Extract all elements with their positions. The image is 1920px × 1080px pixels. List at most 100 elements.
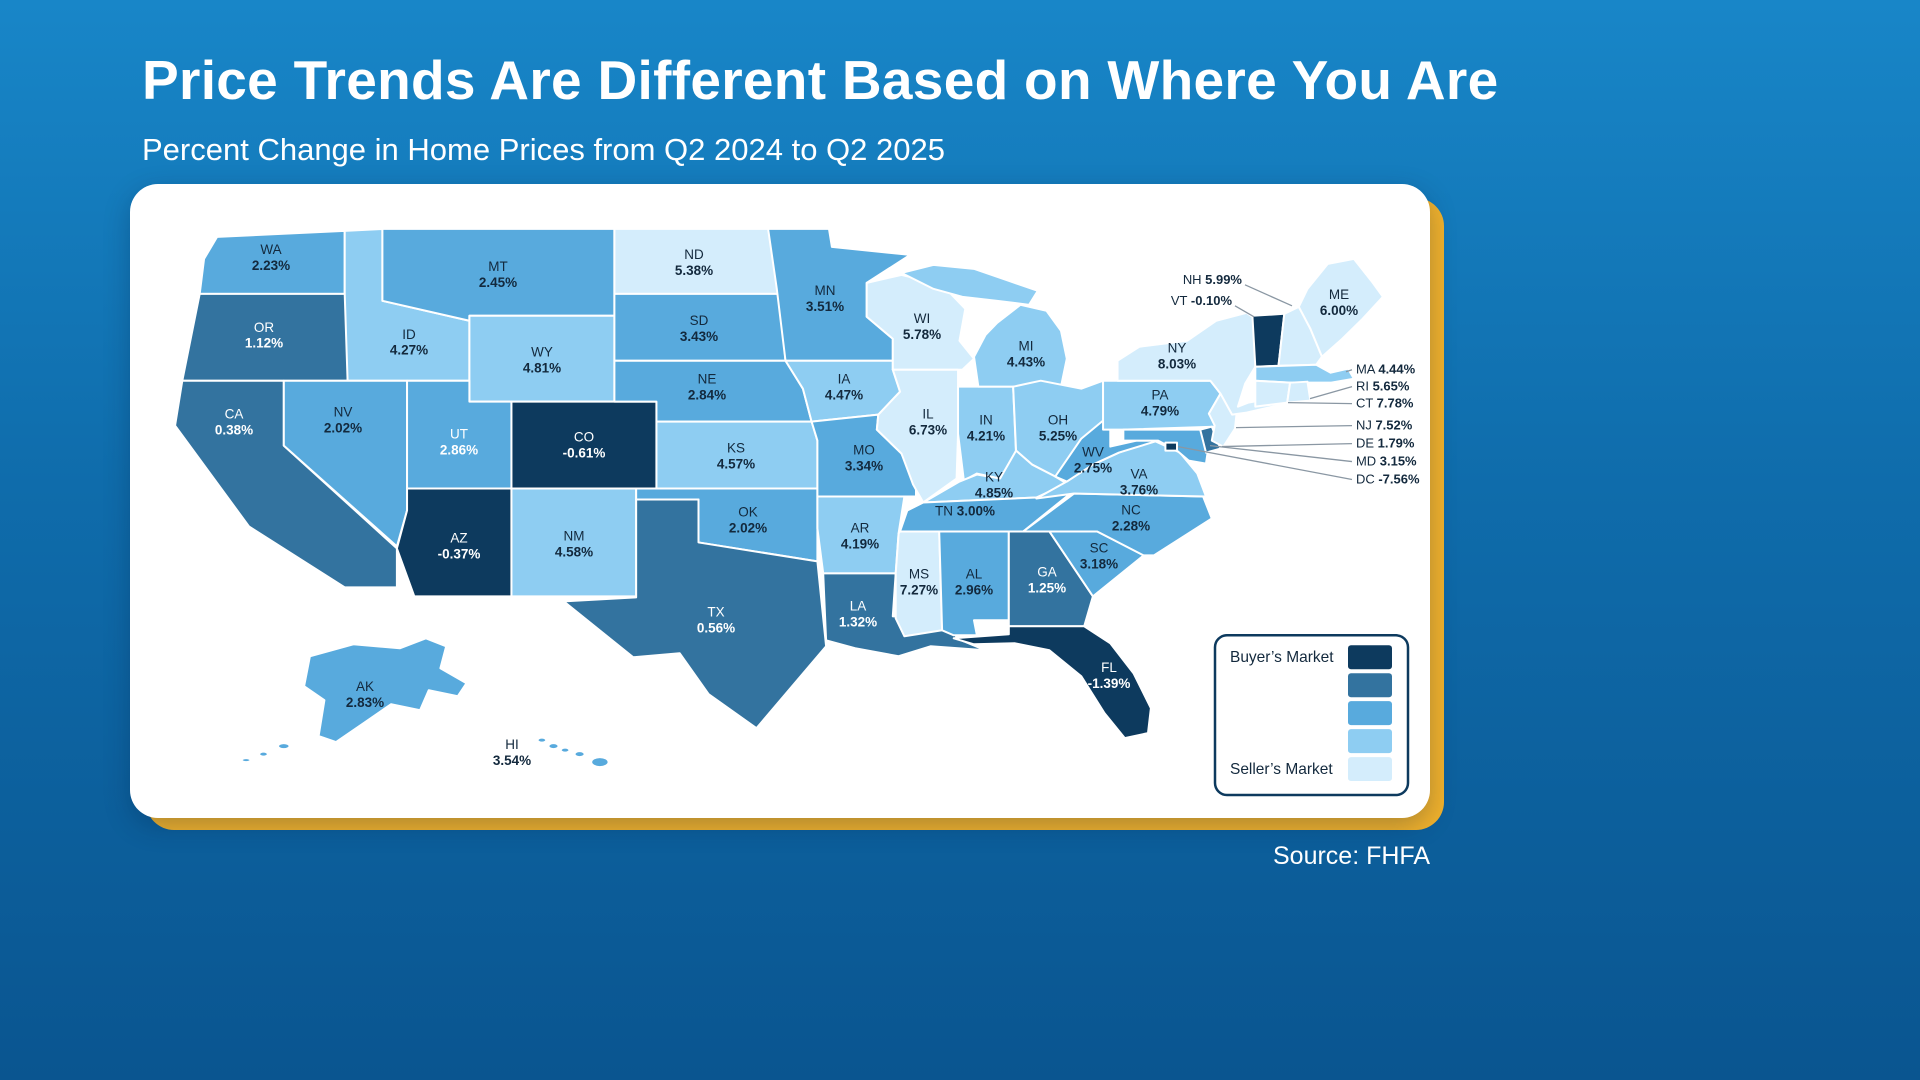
legend-swatch-2 — [1348, 673, 1392, 698]
state-label-vt: VT -0.10% — [1171, 293, 1233, 308]
state-label-ga: GA 1.25% — [1028, 564, 1066, 595]
legend-swatch-3 — [1348, 701, 1392, 726]
state-label-mi: MI 4.43% — [1007, 339, 1045, 370]
legend-sellers-label: Seller’s Market — [1230, 761, 1333, 778]
us-choropleth-map: WA 2.23% OR 1.12% CA 0.38% ID 4.27% NV 2.02% UT 2.8… — [130, 184, 1420, 797]
state-label-ak: AK 2.83% — [346, 679, 384, 710]
leader-line-de — [1221, 442, 1353, 448]
leader-line-ri — [1309, 386, 1353, 400]
legend-buyers-label: Buyer’s Market — [1230, 649, 1334, 666]
state-label-ne: NE 2.84% — [688, 372, 726, 403]
state-label-id: ID 4.27% — [390, 327, 428, 358]
state-label-tx: TX 0.56% — [697, 604, 735, 635]
michigan-upper-peninsula — [902, 265, 1038, 305]
map-card: WA 2.23% OR 1.12% CA 0.38% ID 4.27% NV 2.02% UT 2.8… — [130, 184, 1444, 830]
page-header: Price Trends Are Different Based on Wher… — [142, 48, 1498, 168]
state-label-ky: KY 4.85% — [975, 470, 1013, 501]
state-nc — [1023, 494, 1212, 556]
state-label-sd: SD 3.43% — [680, 313, 718, 344]
michigan-lower-peninsula — [974, 305, 1067, 387]
state-label-ct: CT 7.78% — [1356, 396, 1414, 411]
state-label-in: IN 4.21% — [967, 413, 1005, 444]
hawaii-island — [538, 738, 547, 743]
state-label-md: MD 3.15% — [1356, 454, 1417, 469]
state-label-al: AL 2.96% — [955, 566, 993, 597]
state-label-nh: NH 5.99% — [1183, 272, 1243, 287]
hawaii-island — [575, 751, 585, 757]
state-label-me: ME 6.00% — [1320, 287, 1358, 318]
state-label-nd: ND 5.38% — [675, 247, 713, 278]
leader-lines — [1177, 284, 1353, 481]
state-label-sc: SC 3.18% — [1080, 540, 1118, 571]
alaska-island — [242, 758, 251, 762]
source-credit: Source: FHFA — [1273, 842, 1430, 870]
state-label-ms: MS 7.27% — [900, 566, 938, 597]
state-label-oh: OH 5.25% — [1039, 413, 1077, 444]
legend-swatch-5 — [1348, 757, 1392, 782]
state-labels: WA 2.23% OR 1.12% CA 0.38% ID 4.27% NV 2.02% UT 2.8… — [215, 242, 1420, 768]
state-label-dc: DC -7.56% — [1356, 472, 1420, 487]
page-title: Price Trends Are Different Based on Wher… — [142, 49, 1499, 111]
legend-swatches — [1348, 645, 1392, 782]
leader-line-nj — [1235, 424, 1353, 429]
state-label-ma: MA 4.44% — [1356, 362, 1416, 377]
state-label-mo: MO 3.34% — [845, 443, 883, 474]
state-label-ut: UT 2.86% — [440, 427, 478, 458]
state-label-wy: WY 4.81% — [523, 345, 561, 376]
page-subtitle: Percent Change in Home Prices from Q2 20… — [142, 132, 945, 167]
state-label-la: LA 1.32% — [839, 598, 877, 629]
legend-swatch-4 — [1348, 729, 1392, 754]
state-label-nj: NJ 7.52% — [1356, 418, 1413, 433]
state-label-ca: CA 0.38% — [215, 407, 253, 438]
state-label-wi: WI 5.78% — [903, 311, 941, 342]
state-label-pa: PA 4.79% — [1141, 388, 1179, 419]
map-legend: Buyer’s Market Seller’s Market — [1213, 634, 1410, 797]
state-dc — [1165, 443, 1177, 451]
state-label-co: CO -0.61% — [563, 430, 606, 461]
state-mi — [902, 265, 1067, 387]
hawaii-island — [548, 743, 558, 749]
state-label-fl: FL -1.39% — [1088, 660, 1131, 691]
state-la — [823, 573, 985, 656]
state-label-nm: NM 4.58% — [555, 528, 593, 559]
leader-line-ma — [1345, 369, 1353, 373]
state-label-ar: AR 4.19% — [841, 520, 879, 551]
state-tx — [564, 500, 826, 729]
state-me — [1299, 259, 1383, 357]
map-card-surface: WA 2.23% OR 1.12% CA 0.38% ID 4.27% NV 2.02% UT 2.8… — [130, 184, 1430, 818]
state-label-il: IL 6.73% — [909, 407, 947, 438]
state-ak — [242, 638, 467, 762]
state-label-ia: IA 4.47% — [825, 372, 863, 403]
state-label-az: AZ -0.37% — [438, 530, 481, 561]
state-label-ks: KS 4.57% — [717, 441, 755, 472]
alaska-mainland — [304, 638, 466, 742]
state-label-ri: RI 5.65% — [1356, 379, 1410, 394]
state-label-hi: HI 3.54% — [493, 737, 531, 768]
state-ri — [1287, 382, 1310, 403]
state-ct — [1255, 381, 1290, 407]
state-label-ok: OK 2.02% — [729, 504, 767, 535]
alaska-island — [259, 752, 268, 757]
state-label-mn: MN 3.51% — [806, 283, 844, 314]
state-label-wv: WV 2.75% — [1074, 445, 1112, 476]
state-label-de: DE 1.79% — [1356, 436, 1415, 451]
leader-line-vt — [1234, 305, 1255, 318]
leader-line-dc — [1177, 445, 1353, 481]
state-hi — [538, 738, 609, 767]
state-label-wa: WA 2.23% — [252, 242, 290, 273]
state-label-va: VA 3.76% — [1120, 467, 1158, 498]
leader-line-nh — [1244, 284, 1293, 307]
state-label-ny: NY 8.03% — [1158, 341, 1196, 372]
state-fl — [954, 626, 1151, 738]
state-label-tn: TN 3.00% — [935, 503, 995, 518]
alaska-island — [278, 743, 290, 749]
state-label-mt: MT 2.45% — [479, 259, 517, 290]
state-label-nc: NC 2.28% — [1112, 502, 1150, 533]
leader-line-ct — [1287, 402, 1353, 405]
state-ma — [1255, 365, 1354, 383]
state-label-or: OR 1.12% — [245, 320, 283, 351]
hawaii-island — [561, 748, 570, 753]
hawaii-island — [591, 757, 608, 767]
legend-swatch-1 — [1348, 645, 1392, 670]
leader-line-md — [1209, 444, 1353, 463]
